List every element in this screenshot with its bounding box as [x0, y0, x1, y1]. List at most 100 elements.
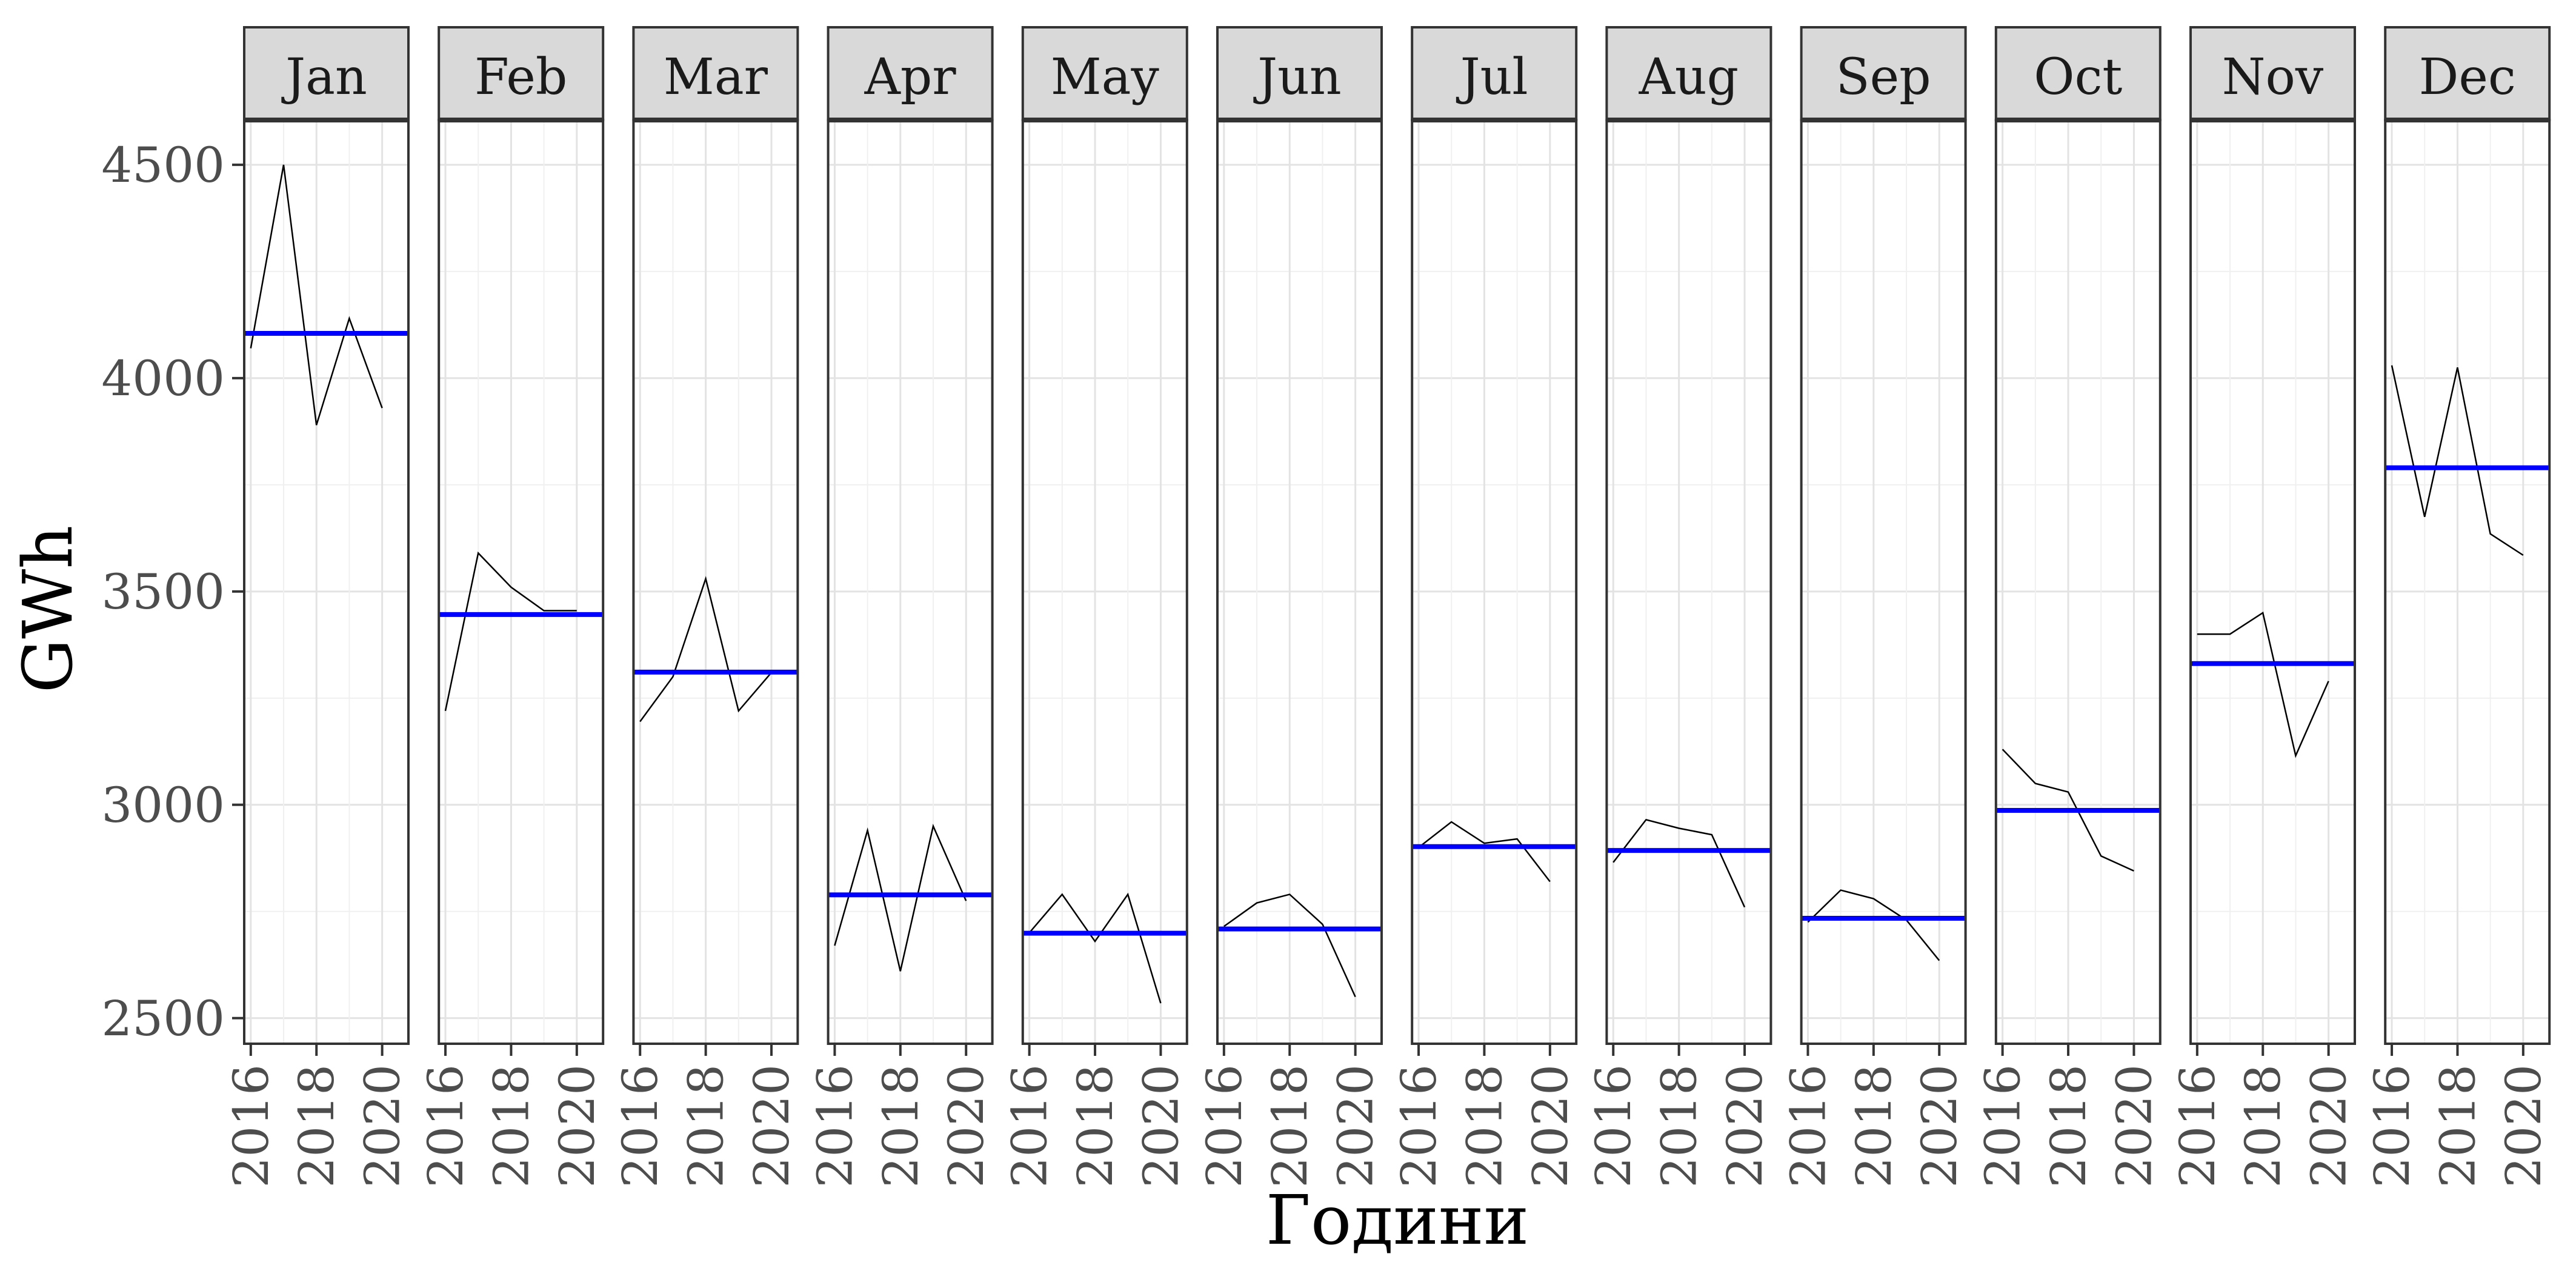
x-tick-label: 2020 — [1911, 1064, 1968, 1188]
strip-background — [1605, 26, 1772, 121]
panel-mar: Mar 2016 2018 2020 — [612, 26, 800, 1188]
series-line-apr — [834, 824, 967, 972]
x-tick-label: 2016 — [1002, 1064, 1058, 1188]
panel-feb: Feb 2016 2018 2020 — [418, 26, 605, 1188]
panel-jul: Jul 2016 2018 2020 — [1391, 26, 1579, 1188]
series-line-nov — [2197, 611, 2329, 758]
panel-jun: Jun 2016 2018 2020 — [1196, 26, 1384, 1188]
strip-label-feb: Feb — [474, 48, 567, 106]
series-line-jun — [1223, 893, 1356, 998]
panel-background — [633, 120, 798, 1044]
y-tick-label: 2500 — [101, 990, 225, 1047]
x-tick-label: 2016 — [2169, 1064, 2226, 1188]
x-tick-label: 2020 — [354, 1064, 411, 1188]
x-tick-label: 2016 — [1391, 1064, 1447, 1188]
series-line-mar — [639, 576, 772, 722]
series-line-may — [1028, 892, 1162, 1004]
x-tick-label: 2018 — [1456, 1064, 1513, 1188]
strip-background — [632, 26, 799, 121]
x-tick-label: 2020 — [1717, 1064, 1773, 1188]
panel-background — [1412, 120, 1577, 1044]
y-tick-label: 4000 — [101, 350, 225, 407]
y-tick-label: 4500 — [101, 137, 225, 193]
strip-background — [1216, 26, 1383, 121]
x-tick-label: 2020 — [1133, 1064, 1189, 1188]
x-tick-label: 2020 — [938, 1064, 994, 1188]
y-tick-label: 3500 — [101, 564, 225, 620]
x-tick-label: 2018 — [2235, 1064, 2291, 1188]
x-tick-label: 2020 — [2106, 1064, 2162, 1188]
panel-background — [439, 120, 604, 1044]
panel-background — [1801, 120, 1966, 1044]
x-tick-label: 2016 — [1585, 1064, 1642, 1188]
strip-label-mar: Mar — [664, 48, 768, 106]
x-tick-label: 2018 — [2040, 1064, 2097, 1188]
panel-background — [1217, 120, 1382, 1044]
series-line-oct — [2002, 749, 2134, 872]
strip-label-jul: Jul — [1456, 48, 1528, 106]
x-tick-label: 2020 — [549, 1064, 605, 1188]
panel-dec: Dec 2016 2018 2020 — [2364, 26, 2552, 1188]
x-tick-label: 2020 — [744, 1064, 800, 1188]
panel-jan: Jan 2016 2018 2020 — [223, 26, 411, 1188]
x-tick-label: 2020 — [1328, 1064, 1384, 1188]
strip-background — [1994, 26, 2162, 121]
x-axis-title: Години — [1266, 1181, 1529, 1260]
strip-label-aug: Aug — [1639, 48, 1739, 106]
x-tick-label: 2020 — [2495, 1064, 2552, 1188]
strip-background — [1800, 26, 1967, 121]
x-tick-label: 2016 — [612, 1064, 668, 1188]
x-tick-label: 2018 — [483, 1064, 539, 1188]
x-tick-label: 2016 — [223, 1064, 279, 1188]
x-tick-label: 2016 — [1975, 1064, 2031, 1188]
strip-label-apr: Apr — [864, 48, 957, 106]
strip-label-may: May — [1051, 48, 1160, 106]
strip-label-oct: Oct — [2034, 48, 2122, 106]
series-line-jul — [1418, 821, 1551, 883]
x-tick-label: 2018 — [1651, 1064, 1708, 1188]
strip-background — [2189, 26, 2356, 121]
x-tick-label: 2016 — [807, 1064, 863, 1188]
x-tick-label: 2020 — [1522, 1064, 1579, 1188]
x-tick-label: 2016 — [1780, 1064, 1836, 1188]
panel-background — [1606, 120, 1771, 1044]
panel-nov: Nov 2016 2018 2020 — [2169, 26, 2357, 1188]
x-tick-label: 2018 — [1846, 1064, 1902, 1188]
series-line-sep — [1807, 889, 1940, 961]
series-line-feb — [444, 551, 577, 712]
strip-background — [438, 26, 605, 121]
x-tick-label: 2018 — [2429, 1064, 2486, 1188]
y-axis: 2500 3000 3500 4000 4500 — [101, 137, 244, 1047]
strip-background — [827, 26, 994, 121]
series-line-jan — [250, 164, 383, 425]
panel-background — [1022, 120, 1187, 1044]
x-tick-label: 2016 — [418, 1064, 474, 1188]
y-tick-label: 3000 — [101, 777, 225, 833]
x-tick-label: 2018 — [288, 1064, 345, 1188]
strip-label-jan: Jan — [281, 48, 367, 106]
x-tick-label: 2018 — [1262, 1064, 1318, 1188]
panel-aug: Aug 2016 2018 2020 — [1585, 26, 1773, 1188]
panel-background — [2385, 120, 2550, 1044]
panel-oct: Oct 2016 2018 2020 — [1975, 26, 2162, 1188]
panel-sep: Sep 2016 2018 2020 — [1780, 26, 1968, 1188]
x-tick-label: 2018 — [1067, 1064, 1123, 1188]
x-tick-label: 2016 — [2364, 1064, 2420, 1188]
panel-may: May 2016 2018 2020 — [1002, 26, 1189, 1188]
panel-background — [828, 120, 993, 1044]
panel-background — [1995, 120, 2160, 1044]
strip-label-sep: Sep — [1835, 48, 1931, 106]
strip-label-jun: Jun — [1253, 48, 1342, 106]
strip-label-nov: Nov — [2222, 48, 2324, 106]
x-tick-label: 2018 — [678, 1064, 734, 1188]
x-tick-label: 2018 — [873, 1064, 929, 1188]
strip-background — [1021, 26, 1188, 121]
y-axis-title: GWh — [9, 526, 88, 693]
x-tick-label: 2020 — [2301, 1064, 2357, 1188]
strip-label-dec: Dec — [2419, 48, 2516, 106]
panel-apr: Apr 2016 2018 2020 — [807, 26, 994, 1188]
panel-background — [244, 120, 408, 1044]
series-line-aug — [1612, 818, 1746, 908]
